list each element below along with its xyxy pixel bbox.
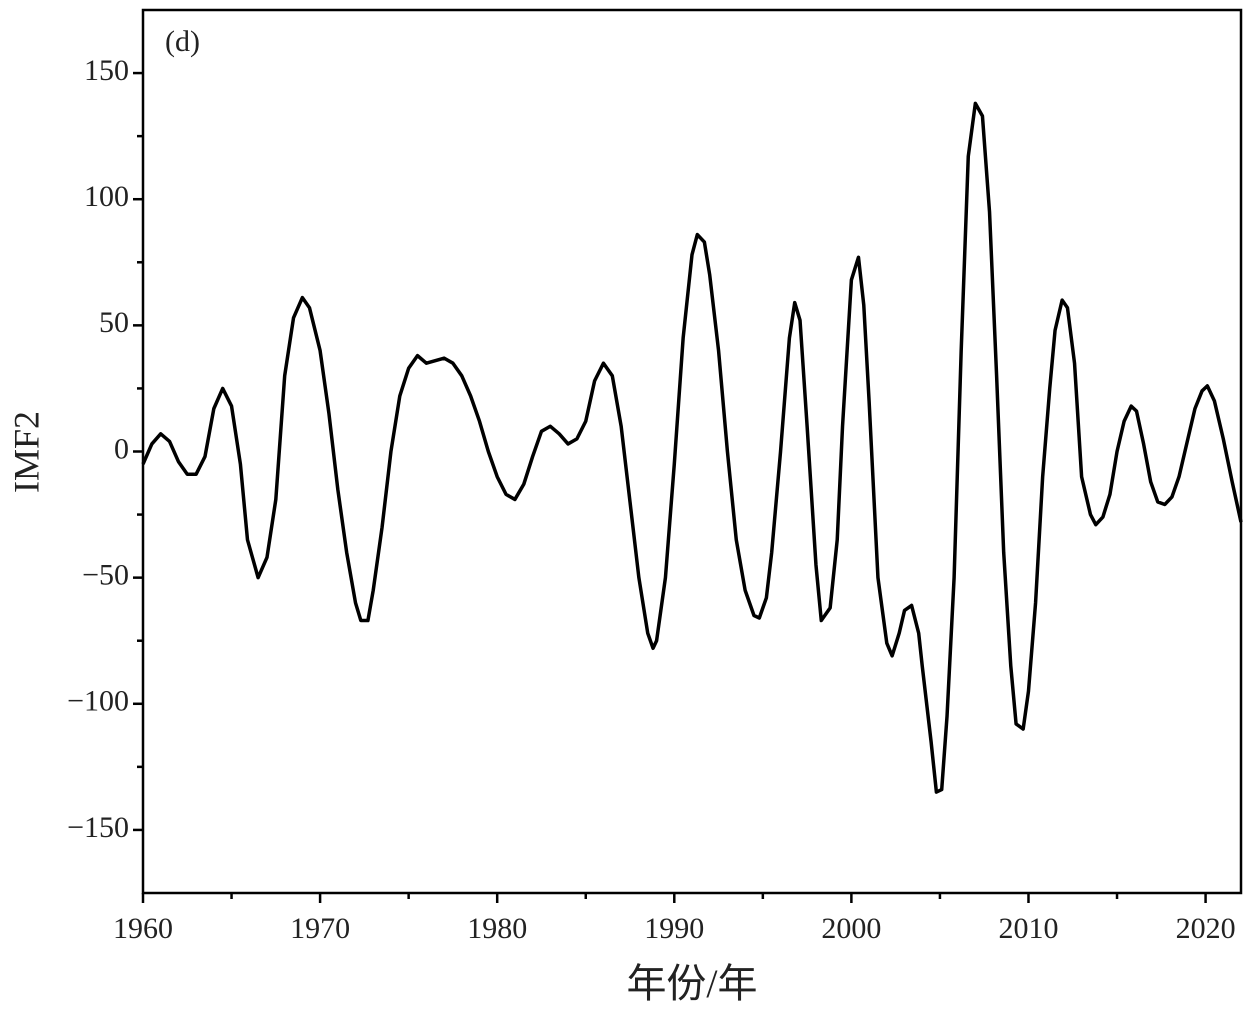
y-tick-label: 0 xyxy=(114,432,129,465)
x-tick-label: 1990 xyxy=(644,912,704,945)
annotation: (d) xyxy=(165,25,200,58)
plot-frame xyxy=(141,8,1243,895)
x-tick-label: 1960 xyxy=(113,912,173,945)
x-tick-label: 2010 xyxy=(998,912,1058,945)
y-tick-label: 50 xyxy=(99,306,129,339)
x-tick-label: 2020 xyxy=(1176,912,1236,945)
y-axis-label: IMF2 xyxy=(6,411,46,493)
data-line xyxy=(141,101,1243,794)
y-tick-label: 150 xyxy=(84,54,129,87)
y-tick-label: 100 xyxy=(84,180,129,213)
y-tick-label: −150 xyxy=(67,811,129,844)
y-tick-label: −100 xyxy=(67,685,129,718)
x-tick-label: 2000 xyxy=(821,912,881,945)
x-axis-label: 年份/年 xyxy=(626,961,757,1006)
y-tick-label: −50 xyxy=(82,559,129,592)
x-tick-label: 1970 xyxy=(290,912,350,945)
x-tick-label: 1980 xyxy=(467,912,527,945)
